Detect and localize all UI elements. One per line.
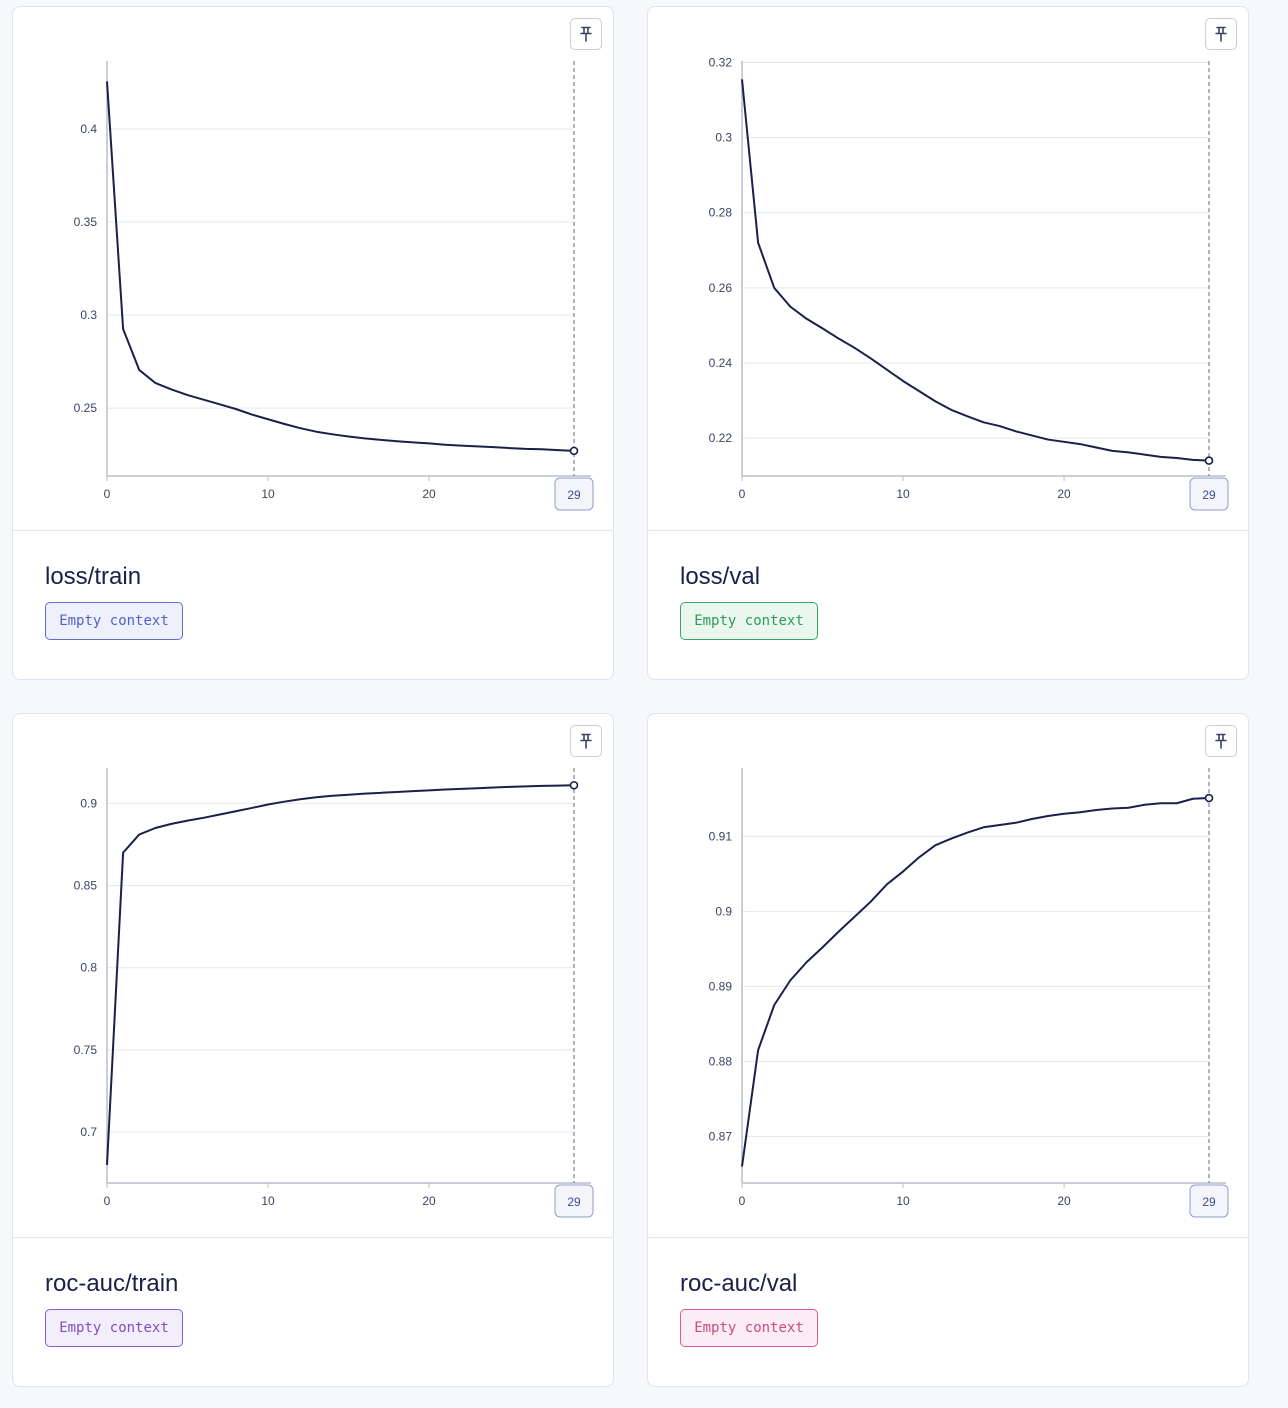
x-tick-label: 20 [422, 487, 436, 501]
divider [13, 1237, 613, 1238]
y-tick-label: 0.28 [709, 206, 733, 220]
series-line [106, 784, 575, 1165]
series-last-point [1204, 793, 1214, 803]
pin-button[interactable] [570, 18, 602, 50]
series-line [741, 797, 1210, 1167]
x-tick-label: 20 [1057, 1194, 1071, 1208]
y-tick-label: 0.4 [80, 122, 97, 136]
chart-area: 0.87 0.88 0.89 0.9 0.91 0 10 20 29 [709, 768, 1229, 1218]
metric-card-roc-auc-train: 0.7 0.75 0.8 0.85 0.9 0 10 20 29 roc-auc/train E… [12, 713, 614, 1387]
divider [13, 530, 613, 531]
y-tick-label: 0.88 [709, 1054, 733, 1068]
y-tick-label: 0.3 [80, 308, 97, 322]
context-badge[interactable]: Empty context [45, 1309, 183, 1347]
context-badge[interactable]: Empty context [680, 602, 818, 640]
y-tick-label: 0.9 [80, 796, 97, 810]
y-tick-label: 0.89 [709, 979, 733, 993]
context-badge[interactable]: Empty context [680, 1309, 818, 1347]
series-last-point [1204, 456, 1214, 465]
y-tick-label: 0.8 [80, 961, 97, 975]
chart-area: 0.25 0.3 0.35 0.4 0 10 20 29 [74, 61, 594, 511]
y-tick-label: 0.91 [709, 829, 733, 843]
pin-button[interactable] [570, 725, 602, 757]
metric-card-loss-val: 0.22 0.24 0.26 0.28 0.3 0.32 0 10 20 29 loss/val … [647, 6, 1249, 680]
metric-title: loss/train [45, 563, 142, 590]
metric-title: loss/val [680, 563, 761, 590]
series-line [106, 81, 575, 452]
context-badge[interactable]: Empty context [45, 602, 183, 640]
pin-icon [580, 733, 592, 749]
x-tick-label: 0 [104, 487, 111, 501]
pin-button[interactable] [1205, 725, 1237, 757]
y-tick-label: 0.35 [74, 215, 98, 229]
y-tick-label: 0.87 [709, 1129, 733, 1143]
cursor-step-label: 29 [1202, 1195, 1216, 1209]
metric-title: roc-auc/train [45, 1270, 179, 1297]
divider [648, 530, 1248, 531]
metric-card-roc-auc-val: 0.87 0.88 0.89 0.9 0.91 0 10 20 29 roc-auc/val E… [647, 713, 1249, 1387]
y-tick-label: 0.7 [80, 1125, 97, 1139]
pin-button[interactable] [1205, 18, 1237, 50]
y-tick-label: 0.32 [709, 56, 733, 70]
y-tick-label: 0.9 [715, 904, 732, 918]
cursor-step-badge [1189, 1184, 1229, 1218]
cursor-step-label: 29 [567, 488, 581, 502]
cursor-step-badge [554, 477, 594, 511]
y-tick-label: 0.26 [709, 281, 733, 295]
series-line [741, 79, 1210, 462]
metric-card-loss-train: 0.25 0.3 0.35 0.4 0 10 20 29 loss/train Empty c… [12, 6, 614, 680]
cursor-step-label: 29 [1202, 488, 1216, 502]
x-tick-label: 20 [422, 1194, 436, 1208]
y-tick-label: 0.22 [709, 431, 733, 445]
y-tick-label: 0.24 [709, 356, 733, 370]
x-tick-label: 0 [739, 1194, 746, 1208]
cursor-step-badge [554, 1184, 594, 1218]
x-tick-label: 0 [104, 1194, 111, 1208]
divider [648, 1237, 1248, 1238]
x-tick-label: 10 [896, 487, 910, 501]
y-tick-label: 0.3 [715, 131, 732, 145]
pin-icon [1215, 26, 1227, 42]
chart-area: 0.7 0.75 0.8 0.85 0.9 0 10 20 29 [74, 768, 594, 1218]
x-tick-label: 10 [261, 487, 275, 501]
cursor-step-badge [1189, 477, 1229, 511]
y-tick-label: 0.85 [74, 879, 98, 893]
x-tick-label: 10 [261, 1194, 275, 1208]
pin-icon [580, 26, 592, 42]
y-tick-label: 0.25 [74, 401, 98, 415]
series-last-point [569, 446, 579, 456]
y-tick-label: 0.75 [74, 1043, 98, 1057]
metric-title: roc-auc/val [680, 1270, 798, 1297]
x-tick-label: 10 [896, 1194, 910, 1208]
x-tick-label: 20 [1057, 487, 1071, 501]
cursor-step-label: 29 [567, 1195, 581, 1209]
chart-area: 0.22 0.24 0.26 0.28 0.3 0.32 0 10 20 29 [709, 56, 1229, 511]
pin-icon [1215, 733, 1227, 749]
series-last-point [569, 780, 579, 790]
x-tick-label: 0 [739, 487, 746, 501]
